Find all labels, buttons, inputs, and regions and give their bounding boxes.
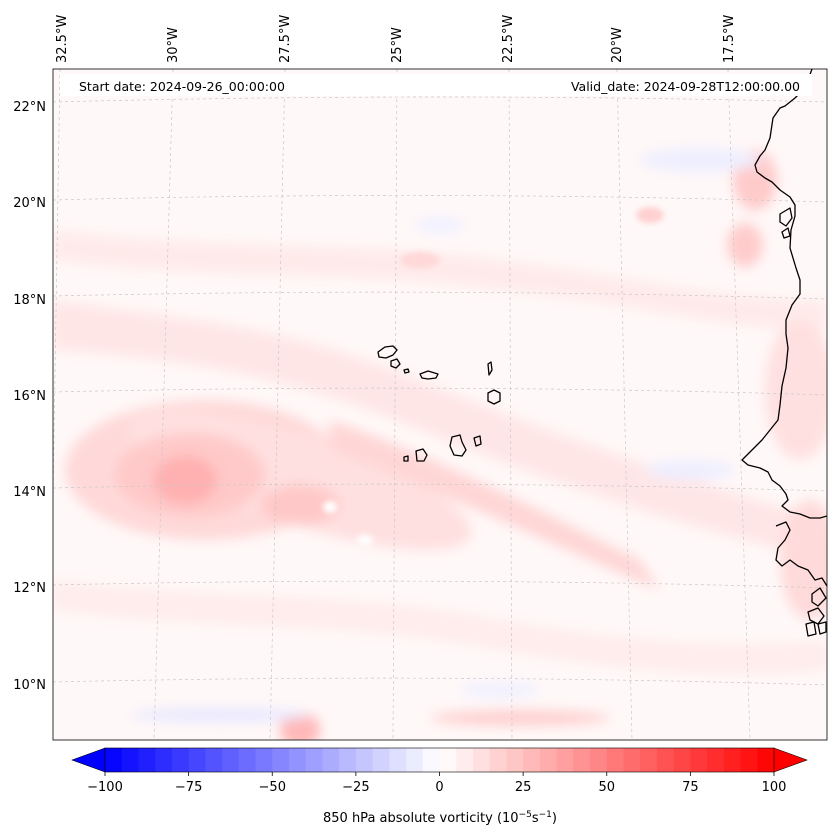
colorbar: −100 −75 −50 −25 0 25 50 75 100 850 hPa absolute…	[71, 747, 808, 826]
colorbar-step	[288, 748, 307, 772]
lat-label-16n: 16°N	[13, 389, 46, 404]
colorbar-max-extend	[773, 747, 808, 773]
colorbar-step	[690, 748, 708, 772]
colorbar-tick-label: 25	[515, 780, 532, 795]
plot-frame	[52, 68, 828, 741]
lon-label-32-5w: 32.5°W	[55, 15, 70, 63]
colorbar-tick-label: 100	[762, 780, 787, 795]
africa-coastline	[741, 69, 827, 519]
map-gridlines	[53, 69, 827, 740]
lon-label-22-5w: 22.5°W	[501, 15, 516, 63]
colorbar-step	[155, 748, 173, 772]
header-strip	[60, 74, 812, 96]
colorbar-tick-label: 50	[598, 780, 615, 795]
cape-verde-santo-antao	[377, 345, 398, 359]
colorbar-steps	[105, 748, 775, 772]
colorbar-step	[439, 748, 457, 772]
colorbar-step	[472, 748, 491, 772]
start-date-label: Start date: 2024-09-26_00:00:00	[79, 79, 285, 94]
colorbar-step	[372, 748, 390, 772]
lat-label-20n: 20°N	[13, 196, 46, 211]
lon-label-30w: 30°W	[166, 27, 181, 63]
lat-label-14n: 14°N	[13, 485, 46, 500]
colorbar-step	[305, 748, 323, 772]
colorbar-step	[456, 748, 474, 772]
colorbar-tick-label: −100	[87, 780, 123, 795]
colorbar-step	[673, 748, 691, 772]
colorbar-step	[723, 748, 742, 772]
lat-label-12n: 12°N	[13, 581, 46, 596]
colorbar-step	[590, 748, 608, 772]
colorbar-step	[222, 748, 240, 772]
colorbar-step	[422, 748, 441, 772]
colorbar-step	[406, 748, 424, 772]
colorbar-tick-label: 0	[435, 780, 443, 795]
colorbar-step	[238, 748, 257, 772]
colorbar-step	[506, 748, 524, 772]
lon-label-17-5w: 17.5°W	[722, 15, 737, 63]
colorbar-ticks: −100 −75 −50 −25 0 25 50 75 100	[87, 772, 786, 795]
colorbar-step	[355, 748, 374, 772]
colorbar-step	[322, 748, 340, 772]
colorbar-step	[171, 748, 190, 772]
colorbar-step	[272, 748, 290, 772]
coastlines	[377, 69, 827, 637]
colorbar-step	[389, 748, 407, 772]
colorbar-min-extend	[71, 747, 106, 773]
colorbar-tick-label: −75	[175, 780, 202, 795]
colorbar-step	[523, 748, 541, 772]
colorbar-step	[539, 748, 558, 772]
colorbar-step	[656, 748, 675, 772]
lat-label-18n: 18°N	[13, 293, 46, 308]
colorbar-label: 850 hPa absolute vorticity (10−5s−1)	[323, 810, 557, 826]
colorbar-step	[623, 748, 641, 772]
vorticity-field	[53, 148, 827, 740]
colorbar-step	[757, 748, 775, 772]
colorbar-step	[188, 748, 206, 772]
colorbar-step	[573, 748, 591, 772]
lat-label-10n: 10°N	[13, 678, 46, 693]
colorbar-tick-label: 75	[682, 780, 699, 795]
colorbar-tick-label: −25	[342, 780, 369, 795]
valid-date-label: Valid_date: 2024-09-28T12:00:00.00	[571, 79, 800, 94]
colorbar-step	[707, 748, 725, 772]
lon-label-25w: 25°W	[390, 27, 405, 63]
colorbar-step	[255, 748, 273, 772]
colorbar-tick-label: −50	[259, 780, 286, 795]
colorbar-step	[339, 748, 357, 772]
lon-label-20w: 20°W	[610, 27, 625, 63]
colorbar-step	[121, 748, 139, 772]
latitude-labels: 22°N 20°N 18°N 16°N 14°N 12°N 10°N	[13, 100, 46, 693]
colorbar-step	[138, 748, 156, 772]
colorbar-step	[740, 748, 758, 772]
lat-label-22n: 22°N	[13, 100, 46, 115]
colorbar-step	[640, 748, 658, 772]
colorbar-step	[205, 748, 223, 772]
colorbar-step	[489, 748, 507, 772]
lon-label-27-5w: 27.5°W	[278, 15, 293, 63]
colorbar-step	[105, 748, 123, 772]
longitude-labels: 32.5°W 30°W 27.5°W 25°W 22.5°W 20°W 17.5…	[55, 15, 737, 63]
colorbar-step	[556, 748, 574, 772]
colorbar-step	[606, 748, 624, 772]
